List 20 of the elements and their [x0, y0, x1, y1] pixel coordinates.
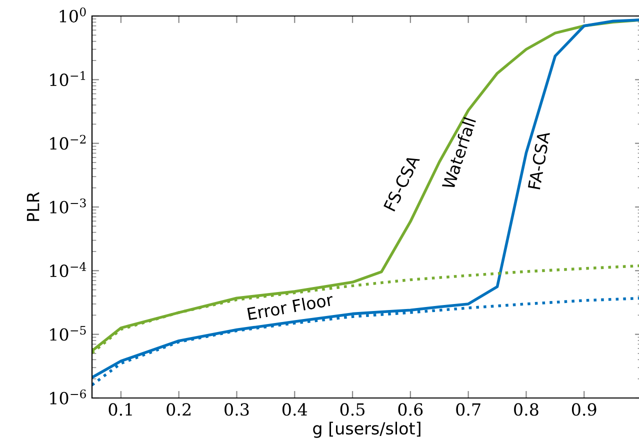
y-tick-label: 10$^{−3}$ [50, 198, 86, 214]
x-axis-title: g [users/slot] [313, 422, 420, 438]
x-tick-label: 0.2 [166, 403, 190, 416]
x-tick-label: 0.1 [108, 403, 132, 416]
y-tick-label: 10$^{−6}$ [50, 390, 86, 404]
y-tick-label: 10$^{0}$ [60, 8, 86, 22]
y-tick-label: 10$^{−5}$ [50, 326, 86, 341]
annotation: FA-CSA [528, 130, 550, 190]
y-tick-label: 10$^{−2}$ [50, 134, 86, 150]
x-tick-label: 0.3 [224, 403, 249, 416]
y-tick-label: 10$^{−4}$ [50, 262, 86, 278]
y-axis-title: PLR [26, 192, 40, 221]
x-tick-label: 0.6 [398, 403, 423, 416]
x-tick-label: 0.4 [282, 403, 308, 416]
x-tick-label: 0.9 [572, 403, 596, 416]
y-tick-label: 10$^{−1}$ [50, 71, 86, 86]
x-tick-label: 0.5 [340, 403, 364, 416]
x-tick-label: 0.8 [514, 403, 538, 416]
x-tick-label: 0.7 [456, 403, 480, 416]
annotation: Error Floor [247, 292, 334, 320]
